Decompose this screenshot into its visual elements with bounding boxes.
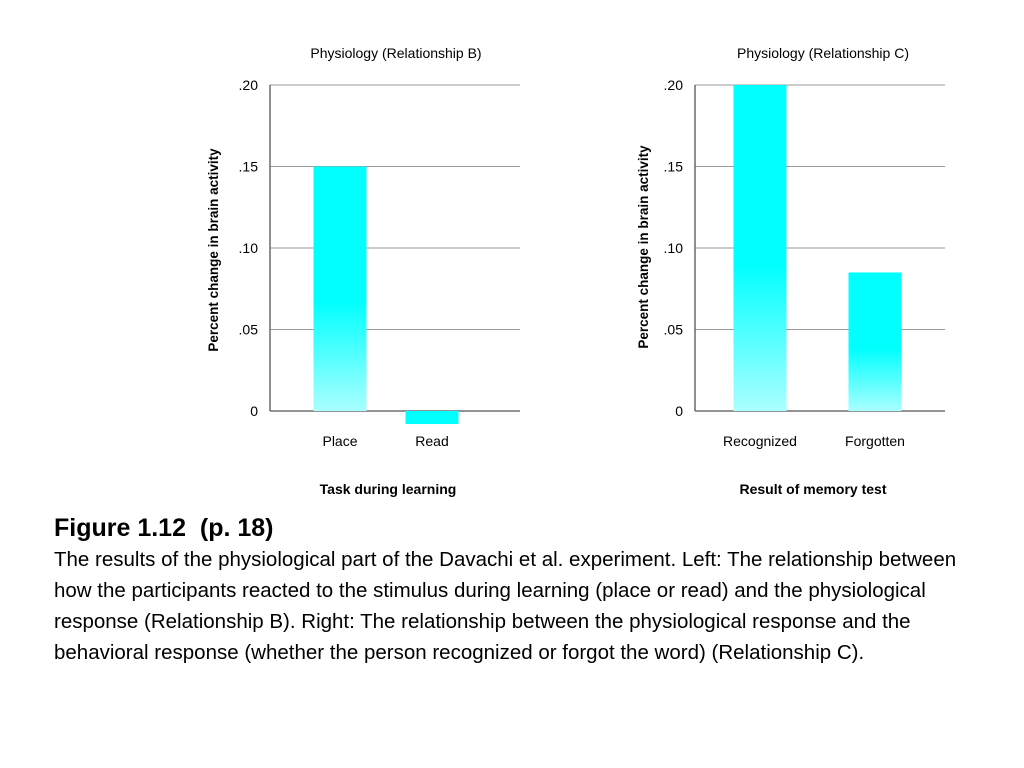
x-axis-label: Result of memory test [739, 481, 886, 497]
chart-panel-2: Physiology (Relationship C) 0 .05 .10 .15 .20… [636, 45, 945, 497]
chart-panel-1: Physiology (Relationship B) 0 .05 .10 .15 .20… [206, 45, 520, 497]
y-tick-label: 0 [675, 403, 683, 419]
y-tick-label: .15 [239, 159, 259, 175]
y-axis-label: Percent change in brain activity [206, 148, 221, 352]
chart-title: Physiology (Relationship B) [310, 45, 481, 61]
figure-caption: Figure 1.12 (p. 18) The results of the p… [54, 512, 994, 668]
y-tick-label: .20 [239, 77, 259, 93]
caption-text: The results of the physiological part of… [54, 548, 957, 664]
y-axis-label: Percent change in brain activity [636, 145, 651, 349]
y-tick-label: .10 [664, 240, 684, 256]
charts-area: Physiology (Relationship B) 0 .05 .10 .15 .20… [206, 45, 945, 497]
x-tick-label: Recognized [723, 433, 797, 449]
caption-title: Figure 1.12 (p. 18) [54, 514, 274, 542]
chart-title: Physiology (Relationship C) [737, 45, 909, 61]
x-tick-label: Place [322, 433, 357, 449]
y-tick-label: .05 [239, 322, 259, 338]
x-tick-label: Read [415, 433, 448, 449]
y-tick-label: 0 [250, 403, 258, 419]
bar-forgotten [848, 272, 902, 411]
bar-recognized [733, 85, 787, 411]
y-tick-label: .20 [664, 77, 684, 93]
bar-place [313, 166, 367, 411]
x-axis-label: Task during learning [320, 481, 457, 497]
y-tick-label: .05 [664, 322, 684, 338]
bar-read [405, 411, 459, 425]
y-tick-label: .10 [239, 240, 259, 256]
x-tick-label: Forgotten [845, 433, 905, 449]
y-tick-label: .15 [664, 159, 684, 175]
